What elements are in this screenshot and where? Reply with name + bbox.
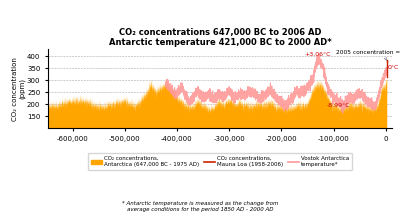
- Legend: CO₂ concentrations,
Antarctica (647,000 BC - 1975 AD), CO₂ concentrations,
Mauna: CO₂ concentrations, Antarctica (647,000 …: [88, 153, 352, 170]
- Title: CO₂ concentrations 647,000 BC to 2006 AD
Antarctic temperature 421,000 BC to 200: CO₂ concentrations 647,000 BC to 2006 AD…: [109, 28, 331, 47]
- Text: +3.06°C: +3.06°C: [305, 52, 331, 57]
- Text: 0°C: 0°C: [388, 65, 399, 70]
- Text: -8.99°C: -8.99°C: [327, 104, 350, 108]
- Text: 2005 concentration = 382 ppm: 2005 concentration = 382 ppm: [336, 50, 400, 61]
- Text: * Antarctic temperature is measured as the change from
average conditions for th: * Antarctic temperature is measured as t…: [122, 201, 278, 212]
- Y-axis label: CO₂ concentration
(ppm): CO₂ concentration (ppm): [12, 57, 26, 121]
